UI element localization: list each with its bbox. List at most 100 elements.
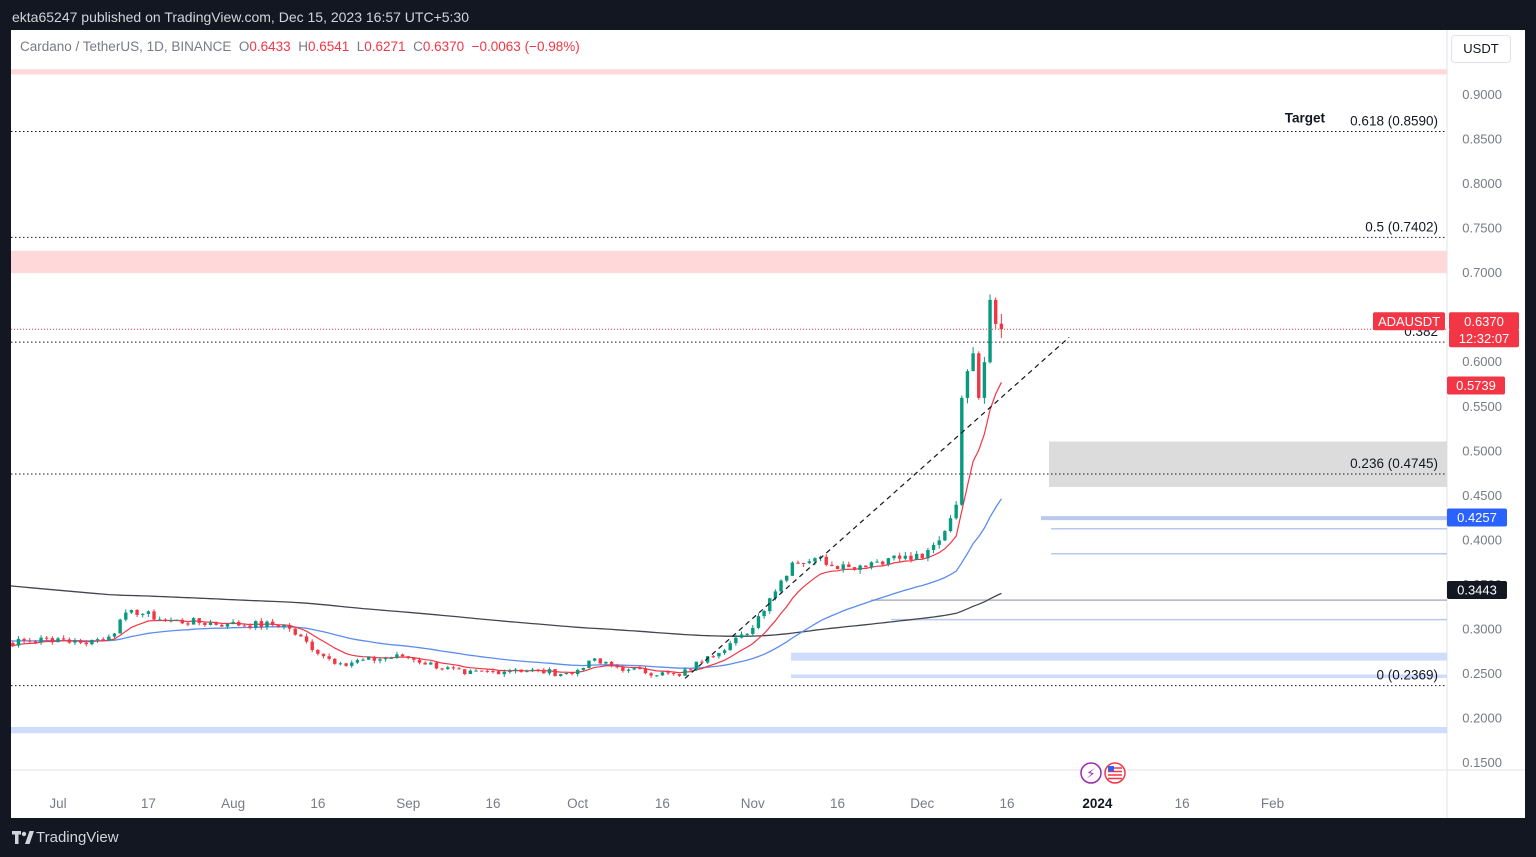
- candle-body: [282, 625, 286, 628]
- candle-body: [977, 353, 981, 398]
- time-tick-label: 16: [830, 796, 845, 811]
- symbol-title[interactable]: Cardano / TetherUS, 1D, BINANCE: [20, 39, 232, 54]
- tradingview-logo-icon[interactable]: [12, 831, 34, 845]
- candle-body: [858, 565, 862, 570]
- candle-body: [564, 672, 569, 675]
- candle-body: [897, 555, 902, 559]
- fib-level-label: 0 (0.2369): [1376, 668, 1438, 683]
- candle-body: [366, 656, 371, 660]
- candle-body: [135, 609, 139, 615]
- candle-body: [45, 637, 49, 639]
- ema-slow-line: [11, 585, 1002, 637]
- candle-body: [852, 567, 857, 570]
- support-zone: [11, 727, 1447, 734]
- candle-body: [994, 299, 998, 324]
- price-tick-label: 0.8500: [1462, 132, 1502, 147]
- time-tick-label: Dec: [910, 796, 934, 811]
- candle-body: [152, 611, 156, 620]
- lightning-glyph: ⚡: [1086, 767, 1095, 782]
- ema-mid-line: [11, 498, 1002, 669]
- candle-body: [220, 624, 224, 627]
- candle-body: [73, 640, 77, 643]
- target-annotation: Target: [1285, 111, 1326, 126]
- change-value: −0.0063 (−0.98%): [471, 39, 580, 54]
- candle-body: [711, 656, 715, 658]
- candle-body: [739, 634, 744, 638]
- ema-fast-badge-bg: [1447, 376, 1505, 395]
- candle-body: [621, 667, 625, 671]
- candle-body: [378, 659, 382, 661]
- candle-body: [643, 668, 648, 674]
- candle-body: [660, 672, 665, 676]
- price-tick-label: 0.1500: [1462, 755, 1502, 770]
- consolidation-zone: [1049, 441, 1447, 487]
- candle-body: [604, 661, 608, 664]
- candle-body: [304, 636, 309, 642]
- candle-body: [756, 616, 761, 628]
- candle-countdown: 12:32:07: [1459, 331, 1510, 346]
- candle-body: [632, 668, 636, 670]
- candle-countdown-bg: [1449, 329, 1519, 348]
- candle-body: [491, 671, 495, 673]
- candle-body: [67, 639, 71, 643]
- candle-body: [570, 672, 574, 674]
- ema-mid-badge: 0.4257: [1457, 510, 1497, 525]
- candle-body: [118, 619, 122, 634]
- candle-body: [530, 669, 535, 672]
- fib-level-label: 0.618 (0.8590): [1350, 114, 1438, 129]
- time-tick-label: 16: [485, 796, 500, 811]
- candle-body: [208, 622, 213, 626]
- ema-fast-line: [11, 382, 1002, 674]
- publisher-bar: ekta65247 published on TradingView.com, …: [0, 0, 1536, 30]
- candle-body: [869, 562, 874, 568]
- candle-body: [197, 618, 201, 623]
- symbol-price-label-bg: [1373, 312, 1445, 331]
- time-tick-label: Aug: [221, 796, 245, 811]
- candle-body: [982, 362, 987, 398]
- candle-body: [700, 661, 704, 663]
- candle-body: [316, 650, 320, 654]
- price-tick-label: 0.4000: [1462, 532, 1502, 547]
- price-tick-label: 0.9000: [1462, 87, 1502, 102]
- candle-body: [412, 658, 416, 660]
- candle-body: [598, 658, 602, 664]
- candle-body: [988, 299, 992, 363]
- tradingview-brand[interactable]: TradingView: [36, 829, 119, 846]
- candle-body: [881, 561, 885, 565]
- symbol-legend: Cardano / TetherUS, 1D, BINANCE O0.6433 …: [20, 39, 580, 54]
- trendline: [684, 336, 1070, 679]
- lightning-event-icon[interactable]: [1080, 762, 1102, 784]
- ema-slow-badge-bg: [1447, 581, 1507, 600]
- candle-body: [519, 669, 523, 672]
- candle-body: [717, 652, 721, 657]
- candle-body: [101, 639, 105, 641]
- fib-level-label: 0.5 (0.7402): [1365, 219, 1438, 234]
- candle-body: [157, 619, 162, 621]
- candle-body: [841, 564, 845, 570]
- candle-body: [355, 660, 360, 663]
- candle-body: [931, 544, 936, 551]
- candle-body: [141, 613, 145, 615]
- candle-body: [525, 671, 529, 673]
- time-tick-label: 16: [655, 796, 670, 811]
- candle-body: [666, 672, 670, 674]
- candle-body: [225, 624, 230, 627]
- candle-body: [287, 625, 292, 629]
- candle-body: [609, 661, 614, 666]
- time-tick-label: 16: [1175, 796, 1190, 811]
- currency-button[interactable]: USDT: [1451, 35, 1511, 63]
- candle-body: [248, 625, 252, 628]
- candle-body: [451, 667, 456, 669]
- candle-body: [270, 621, 275, 626]
- candle-body: [592, 658, 597, 661]
- time-tick-label: Sep: [396, 796, 420, 811]
- candle-body: [254, 621, 258, 628]
- candle-body: [434, 662, 439, 669]
- high-value: 0.6541: [307, 39, 350, 54]
- chart-area[interactable]: 0.618 (0.8590) 0.5 (0.7402) 0.382 0.236 (0.…: [11, 30, 1525, 818]
- ema-fast-badge: 0.5739: [1456, 378, 1496, 393]
- candle-body: [864, 565, 868, 568]
- candle-body: [903, 555, 908, 559]
- candle-body: [361, 659, 365, 661]
